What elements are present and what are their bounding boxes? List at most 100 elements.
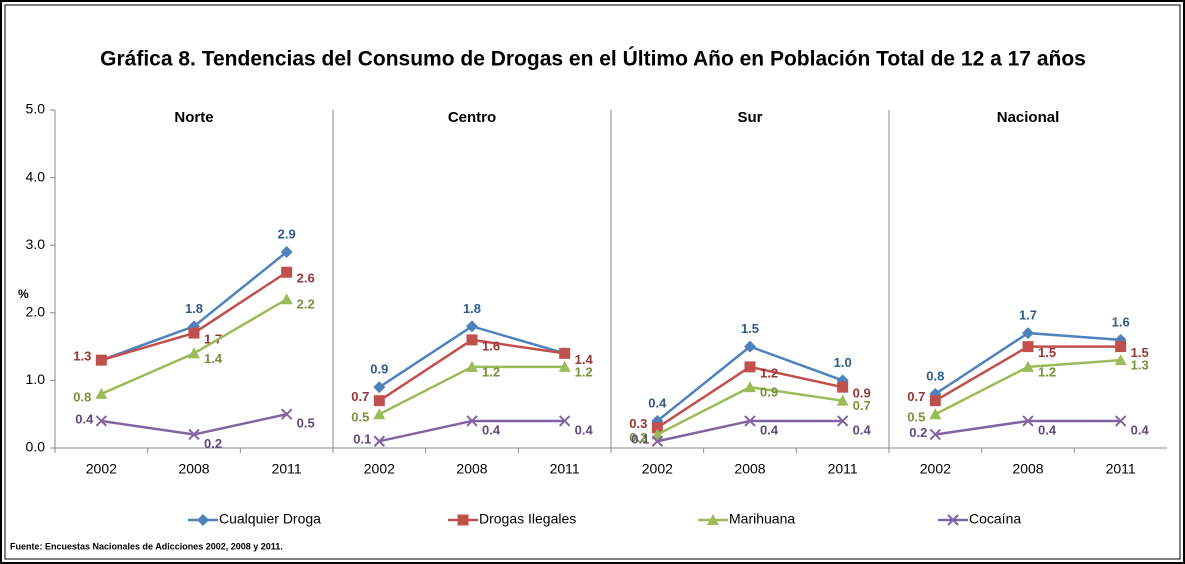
data-label: 1.6 <box>1112 314 1130 329</box>
data-label: 0.2 <box>909 425 927 440</box>
data-label: 2.9 <box>278 226 296 241</box>
marker <box>373 395 385 407</box>
legend-label: Drogas Ilegales <box>479 511 576 527</box>
data-label: 1.2 <box>1038 364 1056 379</box>
marker <box>947 514 959 526</box>
marker <box>929 428 942 441</box>
marker <box>837 381 849 393</box>
marker <box>373 408 386 420</box>
marker <box>466 334 478 346</box>
data-label: 0.7 <box>351 389 369 404</box>
marker <box>651 428 664 440</box>
data-label: 0.9 <box>853 386 871 401</box>
data-label: 1.4 <box>575 352 594 367</box>
chart-title: Gráfica 8. Tendencias del Consumo de Dro… <box>100 47 1086 71</box>
marker <box>1114 354 1127 366</box>
y-tick-label: 1.0 <box>26 371 46 387</box>
marker <box>95 387 108 399</box>
source: Fuente: Encuestas Nacionales de Adiccion… <box>10 541 283 551</box>
x-tick-label: 2011 <box>1106 461 1136 477</box>
marker <box>559 347 571 359</box>
data-label: 2.6 <box>297 271 315 286</box>
marker <box>1022 360 1034 372</box>
legend-label: Cualquier Droga <box>219 511 321 527</box>
x-tick-label: 2011 <box>828 461 858 477</box>
data-label: 0.2 <box>204 436 222 451</box>
marker <box>1022 327 1034 340</box>
x-tick-label: 2008 <box>456 461 487 477</box>
marker <box>1022 341 1034 353</box>
marker <box>836 394 849 406</box>
data-label: 1.0 <box>834 355 852 370</box>
marker <box>929 408 942 420</box>
y-tick-label: 4.0 <box>26 168 46 184</box>
marker <box>373 435 386 447</box>
data-label: 0.7 <box>907 389 925 404</box>
data-label: 1.6 <box>482 338 500 353</box>
marker <box>744 340 756 353</box>
legend-label: Cocaína <box>969 511 1021 527</box>
marker <box>466 320 478 333</box>
panel-title: Norte <box>174 109 213 126</box>
data-label: 0.3 <box>629 416 647 431</box>
data-label: 1.7 <box>1019 308 1037 323</box>
data-label: 0.4 <box>75 411 94 426</box>
data-label: 0.1 <box>631 432 649 447</box>
data-label: 1.2 <box>482 364 500 379</box>
y-tick-label: 3.0 <box>26 236 46 252</box>
marker <box>651 435 664 447</box>
marker <box>280 408 293 420</box>
data-label: 1.7 <box>204 332 222 347</box>
marker <box>744 415 756 427</box>
marker <box>188 327 200 339</box>
marker <box>651 422 663 434</box>
data-label: 0.7 <box>853 398 871 413</box>
data-label: 0.4 <box>760 422 779 437</box>
data-label: 0.4 <box>648 395 667 410</box>
marker <box>281 266 293 278</box>
inner-frame <box>4 4 1181 560</box>
marker <box>744 361 756 373</box>
marker <box>280 293 293 305</box>
data-label: 0.1 <box>353 432 371 447</box>
marker <box>373 381 386 394</box>
data-label: 0.9 <box>370 362 388 377</box>
marker <box>466 360 478 372</box>
marker <box>188 428 200 441</box>
x-tick-label: 2002 <box>86 461 117 477</box>
x-tick-label: 2008 <box>1012 461 1043 477</box>
x-tick-label: 2002 <box>642 461 673 477</box>
marker <box>1114 415 1127 427</box>
data-label: 0.8 <box>926 368 944 383</box>
panel-title: Centro <box>448 109 496 126</box>
marker <box>558 360 571 372</box>
data-label: 1.8 <box>463 301 481 316</box>
marker <box>95 354 107 366</box>
data-label: 1.5 <box>741 321 759 336</box>
marker <box>836 415 849 427</box>
y-tick-label: 2.0 <box>26 304 46 320</box>
marker <box>188 347 200 359</box>
data-label: 0.8 <box>73 389 91 404</box>
panel-title: Sur <box>737 109 762 126</box>
x-tick-label: 2002 <box>364 461 395 477</box>
data-label: 0.4 <box>575 422 594 437</box>
marker <box>558 415 571 427</box>
marker <box>1115 341 1127 353</box>
x-tick-label: 2008 <box>178 461 209 477</box>
data-label: 0.5 <box>297 416 315 431</box>
data-label: 1.4 <box>204 351 223 366</box>
data-label: 0.4 <box>1038 422 1057 437</box>
data-label: 1.8 <box>185 301 203 316</box>
marker <box>707 514 719 525</box>
x-tick-label: 2002 <box>920 461 951 477</box>
data-label: 0.9 <box>760 385 778 400</box>
data-label: 0.2 <box>629 430 647 445</box>
marker <box>280 245 293 258</box>
marker <box>1022 415 1034 427</box>
y-axis-label: % <box>18 287 29 301</box>
y-tick-label: 5.0 <box>26 101 46 117</box>
x-tick-label: 2011 <box>550 461 580 477</box>
